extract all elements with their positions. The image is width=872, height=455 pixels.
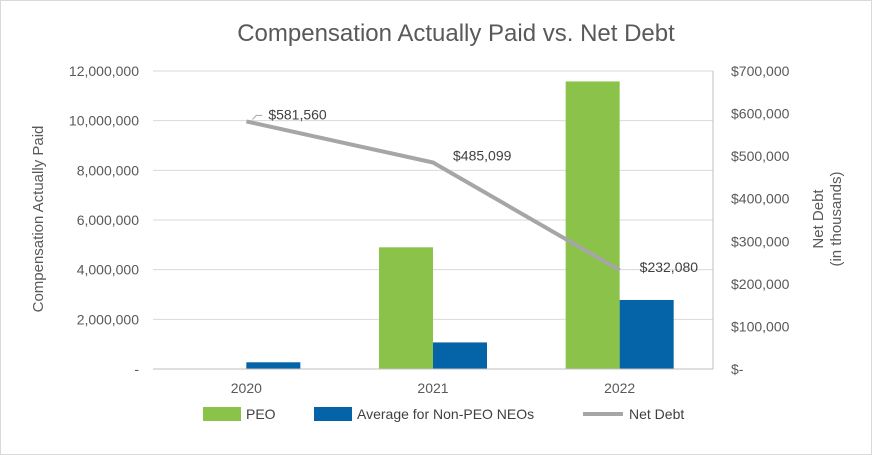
y2-axis-title-line1: Net Debt	[810, 189, 827, 249]
y2-tick-label: $200,000	[731, 276, 790, 292]
net-debt-data-label-2021: $485,099	[453, 147, 512, 163]
y2-tick-label: $300,000	[731, 233, 790, 249]
legend-swatch-peo	[203, 407, 241, 421]
y2-tick-label: $700,000	[731, 63, 790, 79]
y2-tick-label: $100,000	[731, 318, 790, 334]
data-label-leader	[251, 114, 263, 120]
chart-title: Compensation Actually Paid vs. Net Debt	[237, 20, 675, 47]
bar-peo-2022	[565, 81, 620, 370]
y-tick-label: 6,000,000	[77, 212, 139, 228]
y-axis-title: Compensation Actually Paid	[30, 126, 47, 313]
net-debt-data-label-2022: $232,080	[640, 259, 699, 275]
axes-layer: - 2,000,000 4,000,000 6,000,000 8,000,000 10,…	[69, 63, 790, 396]
legend-swatch-non-peo	[314, 407, 352, 421]
y-tick-label: 12,000,000	[69, 63, 139, 79]
y-tick-label: 10,000,000	[69, 113, 139, 129]
net-debt-line	[245, 119, 621, 272]
y-tick-label: 4,000,000	[77, 262, 139, 278]
bar-non-peo-2022	[619, 299, 674, 369]
legend-label-peo: PEO	[246, 406, 276, 422]
bar-peo-2021	[379, 247, 433, 369]
line-layer: $581,560 $485,099 $232,080	[245, 106, 699, 275]
x-tick-label: 2021	[417, 380, 448, 396]
bars-layer	[192, 81, 674, 370]
y2-tick-label: $600,000	[731, 106, 790, 122]
y2-tick-label: $500,000	[731, 148, 790, 164]
y2-axis-title-line2: (in thousands)	[828, 171, 845, 266]
y-tick-label: -	[134, 361, 139, 377]
bar-non-peo-2021	[433, 342, 487, 369]
y2-tick-label: $-	[731, 361, 744, 377]
legend-label-net-debt: Net Debt	[629, 406, 684, 422]
bar-non-peo-2020	[246, 362, 301, 369]
legend-label-non-peo: Average for Non-PEO NEOs	[357, 406, 534, 422]
x-tick-label: 2022	[604, 380, 635, 396]
y-tick-label: 2,000,000	[77, 311, 139, 327]
y-tick-label: 8,000,000	[77, 162, 139, 178]
y2-tick-label: $400,000	[731, 191, 790, 207]
net-debt-data-label-2020: $581,560	[268, 106, 327, 122]
legend: PEO Average for Non-PEO NEOs Net Debt	[203, 406, 684, 422]
x-tick-label: 2020	[231, 380, 262, 396]
